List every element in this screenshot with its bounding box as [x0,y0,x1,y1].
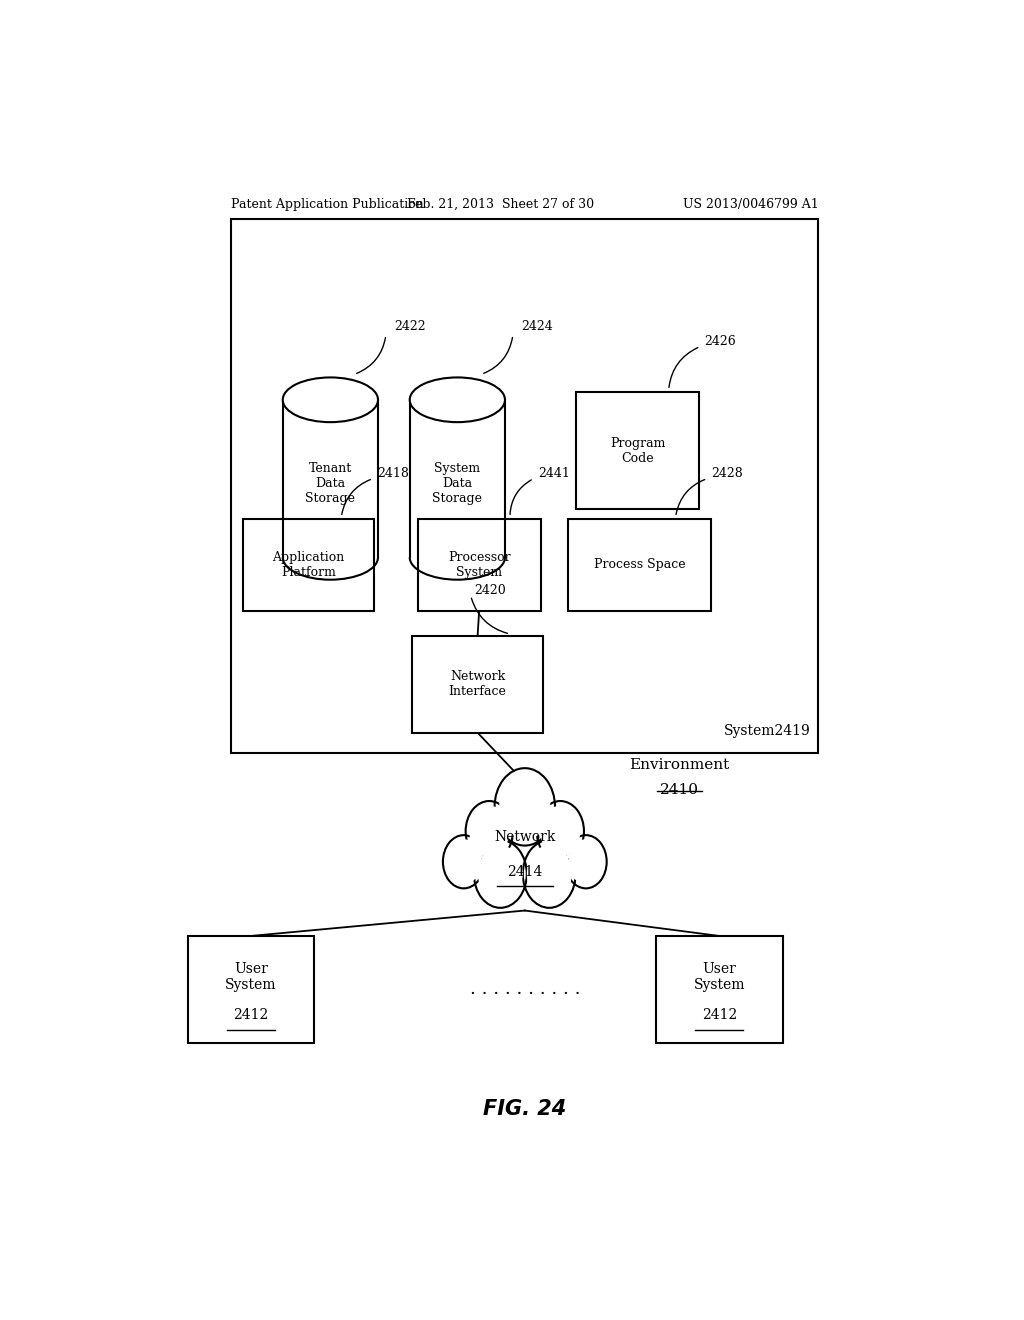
Circle shape [466,801,513,862]
Text: 2412: 2412 [701,1007,737,1022]
Text: 2422: 2422 [394,321,426,333]
Bar [283,400,378,557]
Text: . . . . . . . . . .: . . . . . . . . . . [470,981,580,998]
Text: 2412: 2412 [233,1007,268,1022]
Ellipse shape [283,378,378,422]
Circle shape [537,801,584,862]
Text: User
System: User System [225,962,276,993]
Bar [418,519,541,611]
Bar [187,936,314,1043]
Text: Tenant
Data
Storage: Tenant Data Storage [305,462,355,506]
Bar [410,400,505,557]
Circle shape [469,805,509,857]
Bar [412,636,543,733]
Circle shape [565,836,606,888]
Bar [231,219,818,752]
Text: Program
Code: Program Code [610,437,666,465]
Circle shape [495,768,555,846]
Text: FIG. 24: FIG. 24 [483,1098,566,1119]
Text: Feb. 21, 2013  Sheet 27 of 30: Feb. 21, 2013 Sheet 27 of 30 [408,198,595,211]
Circle shape [568,840,603,884]
Text: System2419: System2419 [724,723,811,738]
Circle shape [443,836,484,888]
Text: 2420: 2420 [474,583,506,597]
Circle shape [500,774,550,840]
Text: Patent Application Publication: Patent Application Publication [231,198,424,211]
Text: Processor
System: Processor System [447,550,511,579]
Text: 2426: 2426 [705,335,736,348]
Ellipse shape [410,378,505,422]
Text: 2414: 2414 [507,865,543,879]
Text: 2424: 2424 [521,321,553,333]
Circle shape [526,845,571,903]
Text: User
System: User System [693,962,745,993]
Bar [243,519,374,611]
Text: System
Data
Storage: System Data Storage [432,462,482,506]
Bar [577,392,699,510]
Text: Process Space: Process Space [594,558,686,572]
Circle shape [523,840,575,908]
Circle shape [541,805,581,857]
Circle shape [478,845,523,903]
Text: Application
Platform: Application Platform [272,550,345,579]
Text: US 2013/0046799 A1: US 2013/0046799 A1 [683,198,818,211]
Text: 2428: 2428 [712,467,743,480]
Bar [568,519,712,611]
Circle shape [446,840,481,884]
Text: Network
Interface: Network Interface [449,671,507,698]
Bar [655,936,782,1043]
Text: Network: Network [495,830,555,845]
Text: 2410: 2410 [660,784,699,797]
Text: 2441: 2441 [538,467,569,480]
Circle shape [474,840,526,908]
Text: Environment: Environment [630,758,730,772]
Text: 2418: 2418 [377,467,409,480]
